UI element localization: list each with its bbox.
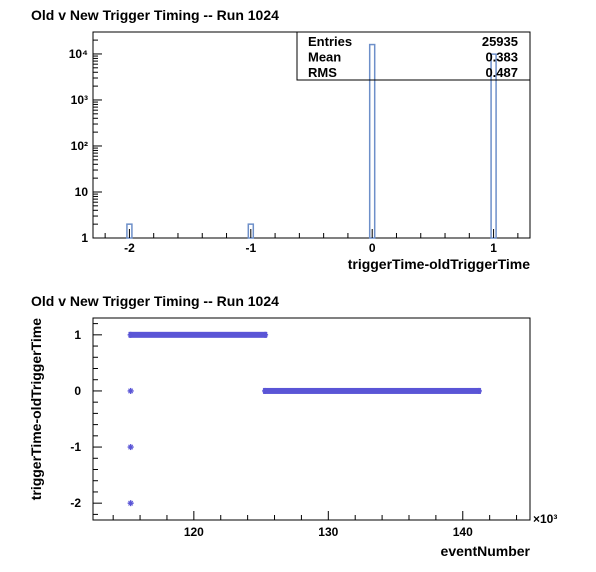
y-tick-label: -2: [70, 496, 81, 510]
scatter-point: [127, 444, 134, 451]
x-tick-label: 140: [453, 525, 473, 539]
x-tick-label: 130: [318, 525, 338, 539]
scatter-points-band: [263, 387, 481, 394]
y-axis-label: triggerTime-oldTriggerTime: [28, 318, 44, 501]
scatter-point: [127, 500, 134, 507]
x-tick-label: -2: [124, 241, 135, 255]
stats-value: 0.487: [485, 65, 518, 80]
scatter-point: [262, 331, 269, 338]
x-axis-multiplier: ×10³: [533, 512, 557, 526]
histogram-title: Old v New Trigger Timing -- Run 1024: [31, 7, 279, 23]
x-tick-label: -1: [245, 241, 256, 255]
x-tick-label: 120: [184, 525, 204, 539]
x-axis-label: triggerTime-oldTriggerTime: [348, 256, 531, 272]
scatter-point: [127, 331, 134, 338]
y-tick-label: 1: [81, 231, 88, 245]
y-tick-label: 10: [75, 185, 89, 199]
x-tick-label: 0: [369, 241, 376, 255]
y-tick-label: 10⁴: [69, 47, 88, 61]
y-tick-label: 1: [74, 328, 81, 342]
x-tick-label: 1: [490, 241, 497, 255]
histogram-bar: [490, 53, 497, 239]
scatter-plot: 1 0 -1 -2 120 130 140 ×10³ eventNumber triggerTim…: [28, 317, 557, 559]
scatter-title: Old v New Trigger Timing -- Run 1024: [31, 293, 279, 309]
scatter-points-band: [128, 331, 268, 338]
stats-box: [296, 31, 531, 81]
stats-label: RMS: [308, 65, 337, 80]
scatter-point: [262, 387, 269, 394]
stats-label: Entries: [308, 34, 352, 49]
y-tick-label: 10²: [71, 139, 88, 153]
stats-value: 25935: [482, 34, 518, 49]
scatter-point: [475, 387, 482, 394]
scatter-frame: [92, 317, 531, 521]
stats-value: 0.383: [485, 50, 518, 65]
y-tick-label: -1: [70, 440, 81, 454]
y-tick-label: 0: [74, 384, 81, 398]
y-tick-label: 10³: [71, 93, 88, 107]
x-axis-label: eventNumber: [441, 543, 531, 559]
scatter-point: [127, 387, 134, 394]
stats-label: Mean: [308, 50, 341, 65]
